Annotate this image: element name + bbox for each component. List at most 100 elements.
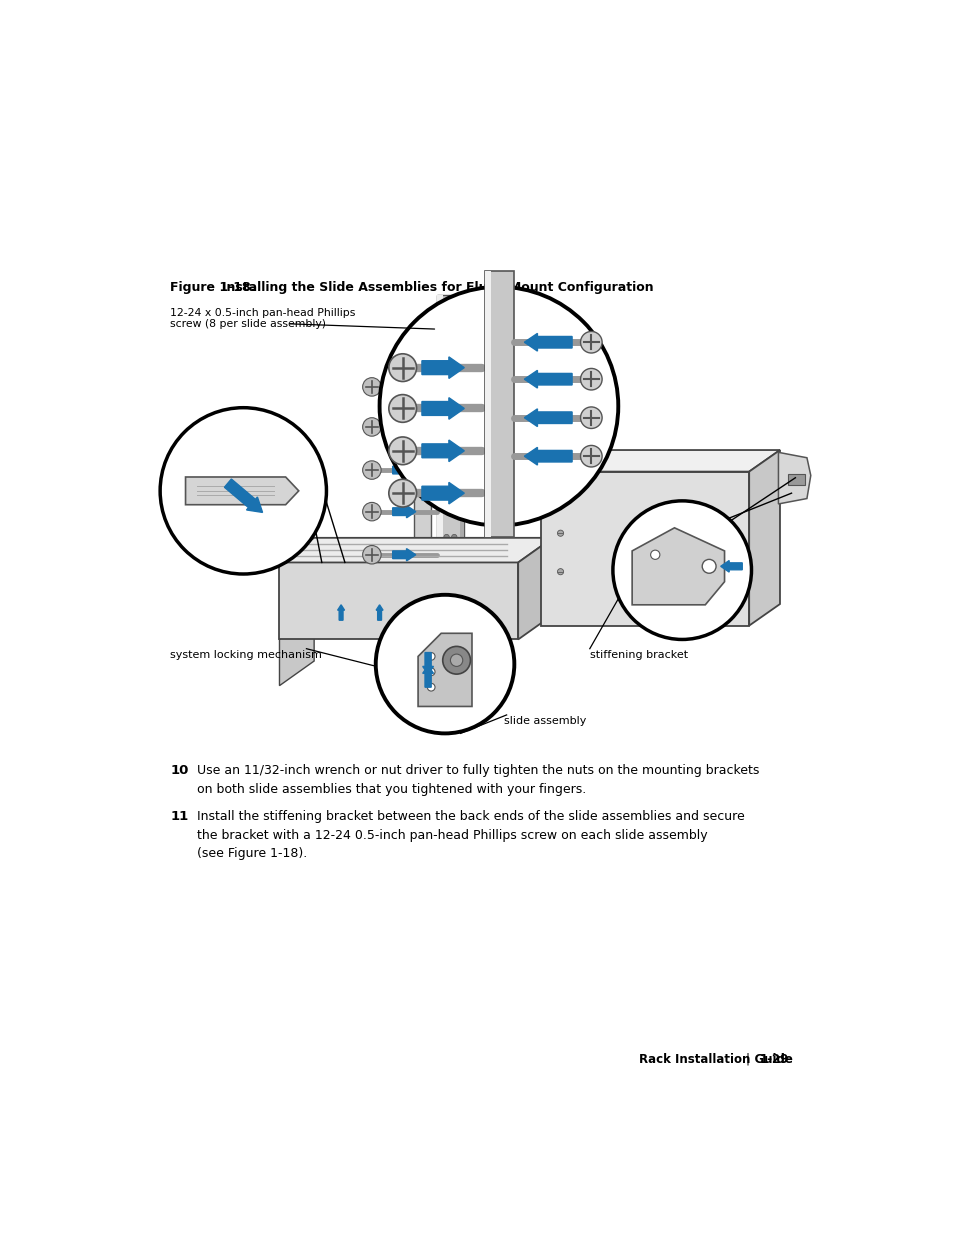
- FancyBboxPatch shape: [540, 472, 748, 626]
- Circle shape: [580, 331, 601, 353]
- Text: Figure 1-18.: Figure 1-18.: [170, 280, 255, 294]
- Polygon shape: [185, 477, 298, 505]
- Polygon shape: [632, 527, 723, 605]
- FancyArrow shape: [421, 398, 464, 419]
- Text: Installing the Slide Assemblies for Flush-Mount Configuration: Installing the Slide Assemblies for Flus…: [221, 280, 653, 294]
- FancyArrow shape: [495, 411, 521, 421]
- FancyArrow shape: [375, 605, 383, 620]
- Circle shape: [451, 535, 456, 540]
- Circle shape: [362, 546, 381, 564]
- Text: |: |: [744, 1053, 748, 1066]
- Text: slide assembly: slide assembly: [504, 716, 586, 726]
- FancyBboxPatch shape: [484, 272, 491, 537]
- Text: 12-24 x 0.5-inch pan-head Phillips: 12-24 x 0.5-inch pan-head Phillips: [170, 309, 355, 319]
- Circle shape: [451, 666, 456, 671]
- Circle shape: [451, 577, 456, 582]
- Text: 11: 11: [170, 810, 188, 824]
- Polygon shape: [417, 634, 472, 706]
- Text: stiffening bracket: stiffening bracket: [589, 651, 687, 661]
- Polygon shape: [540, 450, 780, 472]
- Circle shape: [451, 335, 456, 340]
- Circle shape: [451, 619, 456, 625]
- Circle shape: [375, 595, 514, 734]
- Circle shape: [362, 417, 381, 436]
- Text: Rack Installation Guide: Rack Installation Guide: [639, 1053, 792, 1066]
- Circle shape: [612, 501, 751, 640]
- FancyArrow shape: [393, 464, 416, 477]
- Text: screw (8 per slide assembly): screw (8 per slide assembly): [170, 319, 326, 330]
- Circle shape: [362, 378, 381, 396]
- Circle shape: [451, 450, 456, 454]
- Circle shape: [530, 448, 544, 462]
- Circle shape: [389, 395, 416, 422]
- Circle shape: [443, 450, 449, 454]
- Circle shape: [443, 619, 449, 625]
- FancyArrow shape: [495, 337, 521, 347]
- Circle shape: [557, 492, 563, 498]
- Polygon shape: [517, 537, 552, 640]
- FancyArrow shape: [393, 380, 416, 393]
- Circle shape: [451, 411, 456, 416]
- FancyArrow shape: [524, 333, 572, 351]
- Text: system locking mechanism: system locking mechanism: [170, 651, 322, 661]
- Text: Use an 11/32-inch wrench or nut driver to fully tighten the nuts on the mounting: Use an 11/32-inch wrench or nut driver t…: [197, 764, 759, 795]
- FancyArrow shape: [495, 450, 521, 461]
- Circle shape: [427, 683, 435, 692]
- Circle shape: [650, 550, 659, 559]
- Polygon shape: [778, 452, 810, 504]
- FancyArrow shape: [393, 421, 416, 433]
- Circle shape: [443, 373, 449, 378]
- Circle shape: [450, 655, 462, 667]
- FancyArrow shape: [720, 561, 741, 572]
- Polygon shape: [279, 615, 314, 685]
- FancyArrow shape: [393, 505, 416, 517]
- Circle shape: [443, 335, 449, 340]
- Polygon shape: [787, 474, 803, 485]
- Circle shape: [580, 406, 601, 429]
- Circle shape: [580, 446, 601, 467]
- Polygon shape: [748, 450, 780, 626]
- Circle shape: [530, 370, 544, 384]
- Circle shape: [451, 492, 456, 498]
- Circle shape: [379, 287, 618, 526]
- Circle shape: [160, 408, 326, 574]
- Circle shape: [530, 409, 544, 424]
- FancyArrow shape: [422, 652, 433, 674]
- Circle shape: [557, 530, 563, 536]
- Circle shape: [443, 300, 449, 305]
- Circle shape: [443, 492, 449, 498]
- Text: 10: 10: [170, 764, 189, 777]
- Circle shape: [443, 577, 449, 582]
- Circle shape: [443, 535, 449, 540]
- Circle shape: [427, 652, 435, 661]
- Circle shape: [530, 336, 544, 350]
- FancyArrow shape: [495, 372, 521, 383]
- Circle shape: [362, 461, 381, 479]
- Circle shape: [443, 411, 449, 416]
- Polygon shape: [414, 368, 431, 568]
- FancyArrow shape: [524, 447, 572, 466]
- FancyBboxPatch shape: [459, 294, 464, 714]
- FancyArrow shape: [224, 479, 262, 513]
- Circle shape: [451, 300, 456, 305]
- Circle shape: [427, 668, 435, 676]
- FancyBboxPatch shape: [436, 294, 464, 714]
- Polygon shape: [279, 537, 552, 562]
- FancyArrow shape: [524, 370, 572, 388]
- Circle shape: [389, 353, 416, 382]
- Circle shape: [557, 568, 563, 574]
- Circle shape: [443, 666, 449, 671]
- Circle shape: [362, 503, 381, 521]
- Circle shape: [701, 559, 716, 573]
- Text: Install the stiffening bracket between the back ends of the slide assemblies and: Install the stiffening bracket between t…: [197, 810, 744, 861]
- FancyArrow shape: [422, 666, 433, 687]
- FancyArrow shape: [421, 483, 464, 504]
- FancyArrow shape: [337, 605, 344, 620]
- Circle shape: [442, 646, 470, 674]
- FancyArrow shape: [421, 357, 464, 378]
- FancyArrow shape: [393, 548, 416, 561]
- Circle shape: [451, 373, 456, 378]
- FancyArrow shape: [421, 440, 464, 462]
- Text: 1-29: 1-29: [759, 1053, 788, 1066]
- FancyBboxPatch shape: [436, 294, 443, 714]
